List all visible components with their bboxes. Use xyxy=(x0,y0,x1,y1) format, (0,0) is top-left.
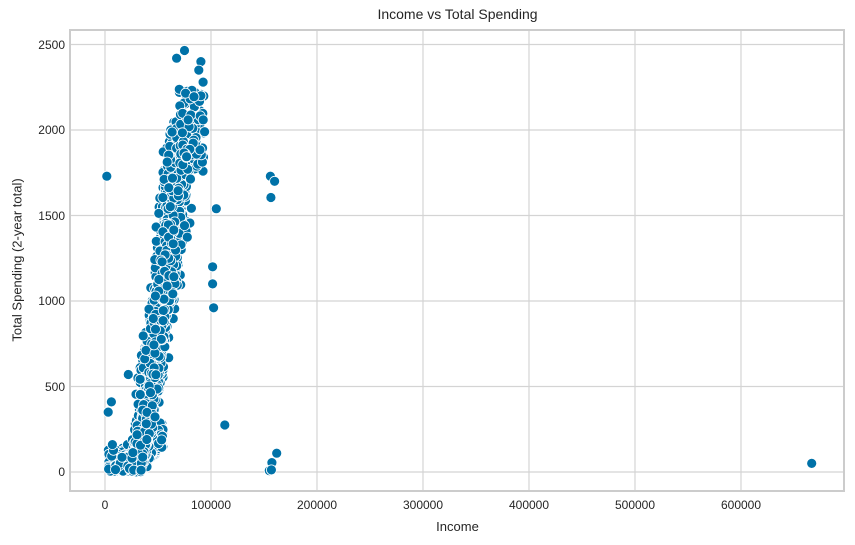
x-tick-label: 0 xyxy=(101,498,109,512)
y-tick-label: 1500 xyxy=(38,208,65,223)
x-tick-label: 600000 xyxy=(720,498,762,512)
x-tick-label: 200000 xyxy=(296,498,338,512)
chart-title: Income vs Total Spending xyxy=(377,6,538,22)
y-tick-label: 2500 xyxy=(38,37,65,52)
x-tick-label: 100000 xyxy=(190,498,232,512)
y-tick-label: 1000 xyxy=(38,294,65,308)
y-tick-label: 0 xyxy=(58,465,65,479)
x-tick-label: 300000 xyxy=(402,498,444,512)
x-axis-label: Income xyxy=(436,519,479,534)
y-tick-label: 500 xyxy=(44,379,65,394)
x-tick-label: 500000 xyxy=(614,498,656,512)
y-axis-label: Total Spending (2-year total) xyxy=(9,178,25,342)
y-tick-label: 2000 xyxy=(38,123,65,137)
gridlines xyxy=(71,31,843,490)
data-points xyxy=(101,45,818,478)
x-tick-label: 400000 xyxy=(508,498,550,512)
